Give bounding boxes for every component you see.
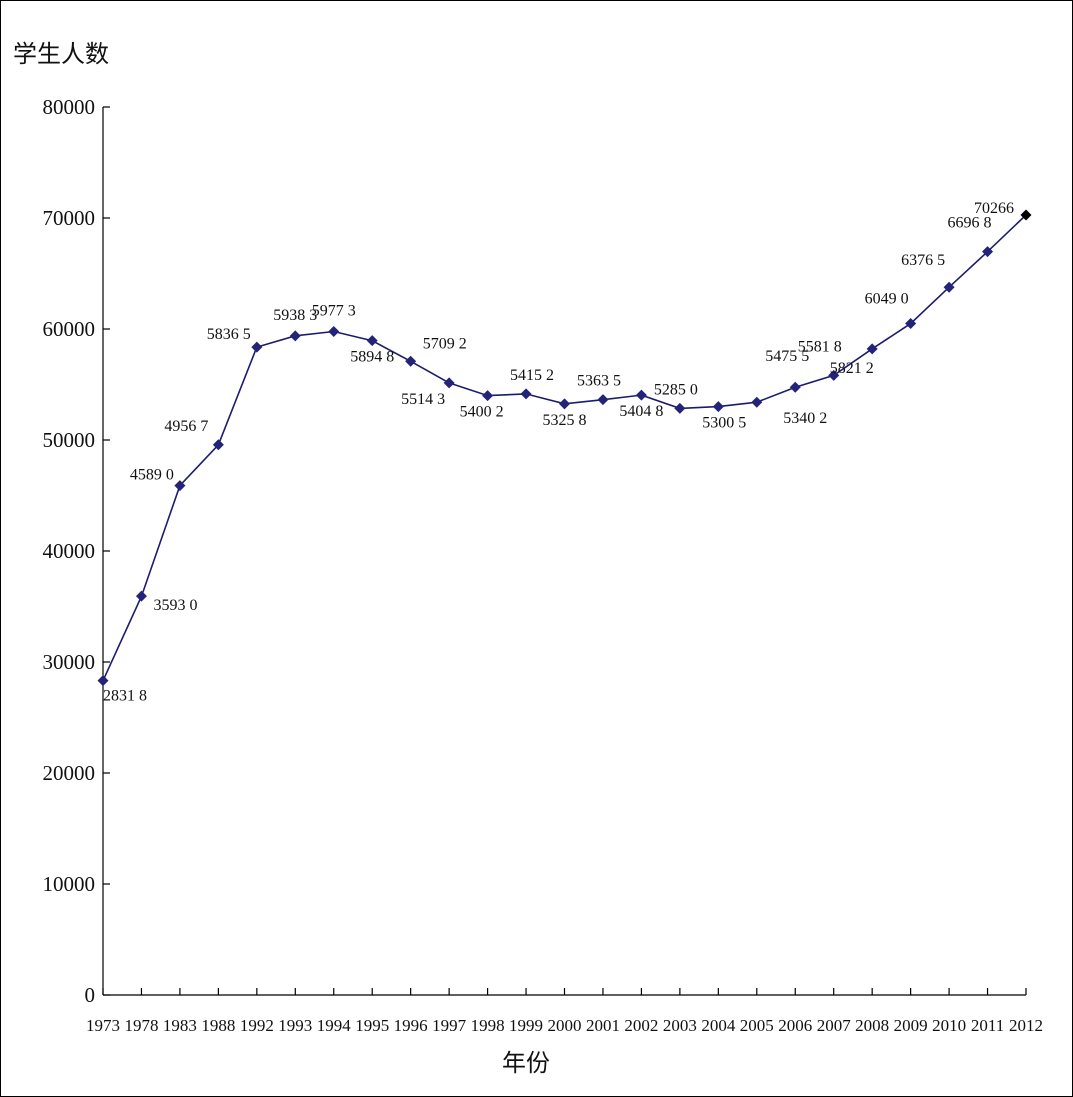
data-label: 4956 7 <box>164 418 208 435</box>
data-label: 5581 8 <box>798 338 842 355</box>
data-label: 5300 5 <box>702 415 746 432</box>
data-point-marker <box>251 341 263 353</box>
x-tick-label: 1973 <box>86 1016 120 1035</box>
data-point-marker <box>482 390 494 402</box>
y-tick-label: 0 <box>85 983 96 1007</box>
x-tick-label: 2007 <box>817 1016 852 1035</box>
data-label: 5709 2 <box>423 335 467 352</box>
data-point-marker <box>328 326 340 338</box>
y-ticks: 0 10000 20000 30000 40000 50000 60000 70000 8000… <box>43 95 110 1007</box>
y-axis-title: 学生人数 <box>13 40 109 68</box>
x-tick-label: 1993 <box>278 1016 312 1035</box>
series <box>97 209 1032 687</box>
data-point-marker <box>174 480 186 492</box>
data-point-marker <box>1020 209 1032 221</box>
data-label: 5836 5 <box>207 326 251 343</box>
data-label: 70266 <box>974 200 1014 217</box>
data-label: 5415 2 <box>510 367 554 384</box>
data-label: 5340 2 <box>783 410 827 427</box>
x-tick-label: 2000 <box>548 1016 582 1035</box>
y-tick-label: 70000 <box>43 206 96 230</box>
x-tick-label: 1992 <box>240 1016 274 1035</box>
data-point-marker <box>905 318 917 330</box>
data-label: 5363 5 <box>577 373 621 390</box>
data-point-marker <box>97 675 109 687</box>
x-tick-label: 2002 <box>624 1016 658 1035</box>
x-tick-label: 1997 <box>432 1016 467 1035</box>
data-label: 5325 8 <box>543 412 587 429</box>
axes <box>102 107 1026 996</box>
data-point-marker <box>789 381 801 393</box>
x-tick-label: 2003 <box>663 1016 697 1035</box>
x-tick-label: 2004 <box>701 1016 736 1035</box>
data-label: 3593 0 <box>154 597 198 614</box>
series-line <box>102 214 1027 682</box>
data-label: 6376 5 <box>901 252 945 269</box>
data-label: 4589 0 <box>130 467 174 484</box>
data-label: 5514 3 <box>401 391 445 408</box>
x-tick-label: 2012 <box>1009 1016 1043 1035</box>
data-point-marker <box>751 396 763 408</box>
data-label: 5938 3 <box>273 307 317 324</box>
data-point-marker <box>674 402 686 414</box>
y-tick-label: 30000 <box>43 650 96 674</box>
data-point-marker <box>943 281 955 293</box>
data-point-marker <box>559 398 570 410</box>
data-point-marker <box>520 388 532 400</box>
x-tick-label: 1999 <box>509 1016 543 1035</box>
x-tick-label: 1995 <box>355 1016 389 1035</box>
data-labels: 2831 8 3593 0 4589 0 4956 7 5836 5 5938 35977… <box>103 200 1014 705</box>
y-tick-label: 20000 <box>43 761 96 785</box>
data-point-marker <box>828 369 840 381</box>
y-tick-label: 80000 <box>43 95 96 119</box>
y-tick-label: 10000 <box>43 872 96 896</box>
x-tick-label: 2008 <box>855 1016 889 1035</box>
data-label: 5475 5 <box>765 348 809 365</box>
data-point-marker <box>366 335 378 347</box>
data-point-marker <box>597 394 609 406</box>
x-tick-label: 2009 <box>894 1016 928 1035</box>
x-tick-label: 2001 <box>586 1016 620 1035</box>
data-label: 6049 0 <box>865 291 909 308</box>
y-tick-label: 40000 <box>43 539 96 563</box>
data-label: 5894 8 <box>350 349 394 366</box>
data-label: 2831 8 <box>103 688 147 705</box>
x-tick-label: 1996 <box>394 1016 428 1035</box>
x-tick-label: 1998 <box>471 1016 505 1035</box>
data-point-marker <box>635 389 647 401</box>
x-tick-label: 2006 <box>778 1016 812 1035</box>
data-label: 5404 8 <box>619 403 663 420</box>
x-tick-label: 2011 <box>971 1016 1004 1035</box>
y-tick-label: 60000 <box>43 317 96 341</box>
data-label: 5285 0 <box>654 381 698 398</box>
data-label: 6696 8 <box>948 215 992 232</box>
data-point-marker <box>135 590 147 602</box>
x-tick-label: 2010 <box>932 1016 966 1035</box>
x-tick-label: 1978 <box>124 1016 158 1035</box>
x-tick-label: 1988 <box>201 1016 235 1035</box>
data-label: 5400 2 <box>460 404 504 421</box>
data-point-marker <box>866 343 878 355</box>
data-label: 5977 3 <box>312 303 356 320</box>
y-tick-label: 50000 <box>43 428 96 452</box>
x-tick-label: 1994 <box>317 1016 352 1035</box>
x-ticks: 1973 1978 1983 1988 1992 1993 1994 1995 1996 1997… <box>86 988 1043 1035</box>
data-label: 5821 2 <box>830 360 874 377</box>
x-tick-label: 2005 <box>740 1016 774 1035</box>
data-point-marker <box>212 439 224 451</box>
data-point-marker <box>289 330 301 342</box>
x-tick-label: 1983 <box>163 1016 197 1035</box>
data-point-marker <box>405 355 417 367</box>
data-point-marker <box>712 401 724 413</box>
x-axis-title: 年份 <box>502 1049 550 1077</box>
data-point-marker <box>982 246 994 258</box>
data-point-marker <box>443 377 455 389</box>
